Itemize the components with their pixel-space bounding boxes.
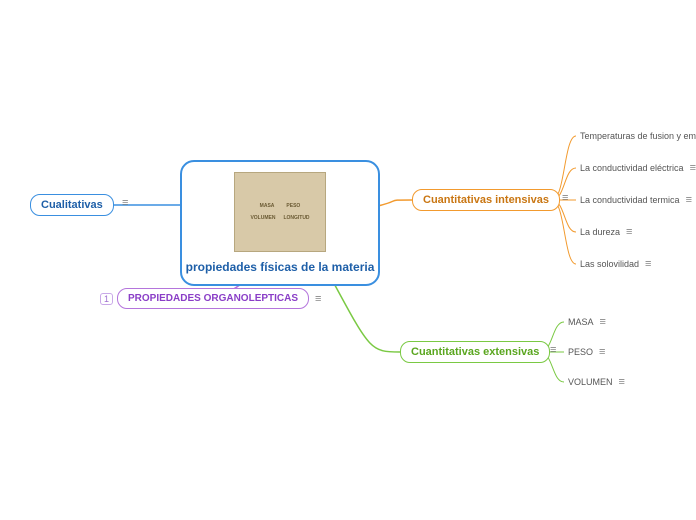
- leaf-extensivas-0[interactable]: MASA ≡: [564, 314, 610, 330]
- img-label: PESO: [286, 203, 300, 209]
- node-extensivas[interactable]: Cuantitativas extensivas: [400, 341, 550, 363]
- img-label: LONGITUD: [283, 215, 309, 221]
- leaf-label: Temperaturas de fusion y embullicion: [580, 131, 696, 141]
- center-title: propiedades físicas de la materia: [186, 260, 375, 274]
- node-label: Cuantitativas intensivas: [423, 194, 549, 206]
- leaf-label: Las solovilidad: [580, 259, 639, 269]
- menu-icon[interactable]: ≡: [686, 194, 692, 206]
- leaf-label: La dureza: [580, 227, 620, 237]
- menu-icon[interactable]: ≡: [562, 192, 568, 204]
- leaf-intensivas-0[interactable]: Temperaturas de fusion y embullicion ≡: [576, 128, 696, 144]
- node-label: Cualitativas: [41, 199, 103, 211]
- node-intensivas[interactable]: Cuantitativas intensivas: [412, 189, 560, 211]
- menu-icon[interactable]: ≡: [550, 344, 556, 356]
- node-label: PROPIEDADES ORGANOLEPTICAS: [128, 293, 298, 304]
- menu-icon[interactable]: ≡: [315, 293, 321, 305]
- menu-icon[interactable]: ≡: [600, 316, 606, 328]
- leaf-label: MASA: [568, 317, 594, 327]
- node-label: Cuantitativas extensivas: [411, 346, 539, 358]
- leaf-label: PESO: [568, 347, 593, 357]
- menu-icon[interactable]: ≡: [599, 346, 605, 358]
- leaf-intensivas-1[interactable]: La conductividad eléctrica ≡: [576, 160, 696, 176]
- leaf-intensivas-2[interactable]: La conductividad termica ≡: [576, 192, 696, 208]
- menu-icon[interactable]: ≡: [626, 226, 632, 238]
- center-image: MASA PESO VOLUMEN LONGITUD: [234, 172, 326, 252]
- leaf-intensivas-3[interactable]: La dureza ≡: [576, 224, 636, 240]
- menu-icon[interactable]: ≡: [619, 376, 625, 388]
- menu-icon[interactable]: ≡: [122, 197, 128, 209]
- leaf-label: VOLUMEN: [568, 377, 613, 387]
- leaf-extensivas-2[interactable]: VOLUMEN ≡: [564, 374, 629, 390]
- node-badge: 1: [100, 293, 113, 305]
- leaf-label: La conductividad termica: [580, 195, 680, 205]
- leaf-label: La conductividad eléctrica: [580, 163, 684, 173]
- leaf-extensivas-1[interactable]: PESO ≡: [564, 344, 609, 360]
- img-label: VOLUMEN: [250, 215, 275, 221]
- img-label: MASA: [260, 203, 275, 209]
- menu-icon[interactable]: ≡: [690, 162, 696, 174]
- node-organolepticas[interactable]: PROPIEDADES ORGANOLEPTICAS: [117, 288, 309, 309]
- leaf-intensivas-4[interactable]: Las solovilidad ≡: [576, 256, 655, 272]
- menu-icon[interactable]: ≡: [645, 258, 651, 270]
- node-cualitativas[interactable]: Cualitativas: [30, 194, 114, 216]
- center-node[interactable]: MASA PESO VOLUMEN LONGITUD propiedades f…: [180, 160, 380, 286]
